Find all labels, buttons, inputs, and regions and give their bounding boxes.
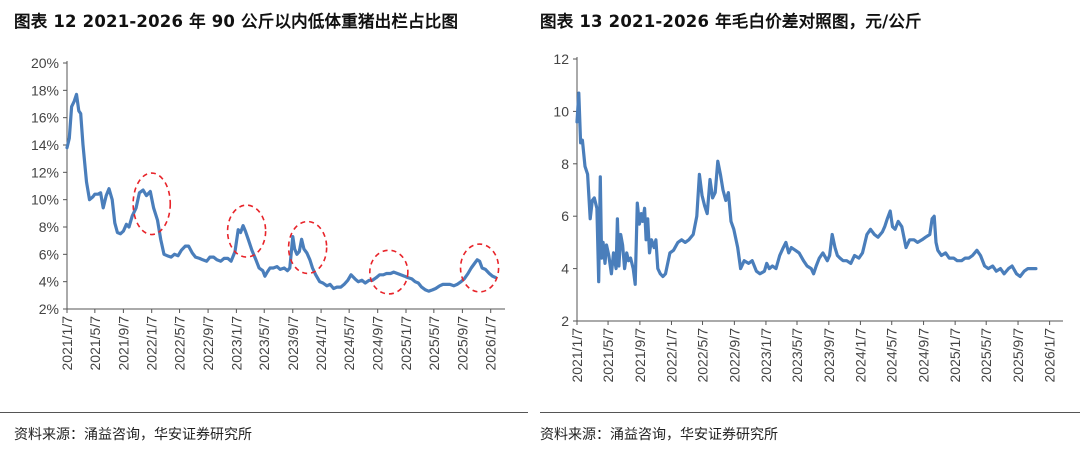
- x-tick-label-right: 2024/5/7: [884, 328, 900, 383]
- y-tick-label-right: 4: [561, 261, 569, 277]
- series-line-left: [65, 92, 498, 293]
- source-note-right: 资料来源：涌益咨询，华安证券研究所: [540, 427, 778, 443]
- x-tick-label-right: 2021/1/7: [569, 328, 585, 383]
- x-tick-label-right: 2022/9/7: [726, 328, 742, 383]
- y-tick-label-left: 16%: [31, 110, 59, 126]
- y-tick-label-right: 6: [561, 208, 569, 224]
- source-divider-right: [540, 412, 1080, 413]
- highlight-circle: [132, 172, 172, 236]
- highlight-circle: [287, 220, 328, 275]
- y-tick-label-left: 4%: [39, 274, 59, 290]
- y-tick-label-right: 10: [553, 103, 569, 119]
- x-tick-label-right: 2025/5/7: [978, 328, 994, 383]
- chart-panel-left: 图表 12 2021-2026 年 90 公斤以内低体重猪出栏占比图 资料来源：…: [14, 12, 459, 443]
- chart-panel-right: 图表 13 2021-2026 年毛白价差对照图，元/公斤 资料来源：涌益咨询，…: [540, 0, 1080, 451]
- x-tick-label-left: 2022/1/7: [144, 316, 160, 371]
- x-tick-label-right: 2024/9/7: [916, 328, 932, 383]
- x-tick-label-right: 2021/9/7: [632, 328, 648, 383]
- y-tick-label-left: 2%: [39, 301, 59, 317]
- y-tick-label-left: 20%: [31, 55, 59, 71]
- x-tick-label-right: 2021/5/7: [600, 328, 616, 383]
- x-tick-label-left: 2024/5/7: [341, 316, 357, 371]
- y-tick-label-right: 2: [561, 313, 569, 329]
- source-note-left: 资料来源：涌益咨询，华安证券研究所: [14, 427, 252, 443]
- y-tick-label-right: 8: [561, 156, 569, 172]
- chart-title-left: 图表 12 2021-2026 年 90 公斤以内低体重猪出栏占比图: [14, 12, 459, 31]
- x-tick-label-right: 2024/1/7: [852, 328, 868, 383]
- x-tick-label-right: 2025/1/7: [947, 328, 963, 383]
- x-tick-label-right: 2023/5/7: [789, 328, 805, 383]
- x-tick-label-left: 2023/9/7: [285, 316, 301, 371]
- x-tick-label-left: 2024/1/7: [313, 316, 329, 371]
- x-tick-label-left: 2023/5/7: [256, 316, 272, 371]
- source-divider-left: [0, 412, 528, 413]
- y-tick-label-left: 14%: [31, 137, 59, 153]
- x-tick-label-left: 2022/9/7: [200, 316, 216, 371]
- x-tick-label-left: 2021/9/7: [115, 316, 131, 371]
- x-tick-label-left: 2021/1/7: [59, 316, 75, 371]
- x-tick-label-left: 2026/1/7: [483, 316, 499, 371]
- y-tick-label-left: 12%: [31, 164, 59, 180]
- series-line-right: [575, 91, 1038, 286]
- x-tick-label-left: 2025/1/7: [398, 316, 414, 371]
- x-tick-label-right: 2022/1/7: [663, 328, 679, 383]
- x-tick-label-left: 2025/5/7: [426, 316, 442, 371]
- y-tick-label-left: 18%: [31, 82, 59, 98]
- y-tick-label-left: 10%: [31, 192, 59, 208]
- x-tick-label-left: 2023/1/7: [228, 316, 244, 371]
- x-tick-label-right: 2025/9/7: [1010, 328, 1026, 383]
- x-tick-label-left: 2022/5/7: [172, 316, 188, 371]
- chart-title-right: 图表 13 2021-2026 年毛白价差对照图，元/公斤: [540, 12, 922, 31]
- x-tick-label-left: 2021/5/7: [87, 316, 103, 371]
- x-tick-label-right: 2023/1/7: [758, 328, 774, 383]
- y-tick-label-left: 8%: [39, 219, 59, 235]
- highlight-circle: [369, 249, 409, 295]
- x-tick-label-right: 2023/9/7: [821, 328, 837, 383]
- y-tick-label-left: 6%: [39, 246, 59, 262]
- highlight-circle: [459, 243, 500, 293]
- highlight-circle: [226, 204, 267, 258]
- x-tick-label-left: 2024/9/7: [370, 316, 386, 371]
- x-tick-label-left: 2025/9/7: [454, 316, 470, 371]
- y-tick-label-right: 12: [553, 51, 569, 67]
- x-tick-label-right: 2026/1/7: [1042, 328, 1058, 383]
- x-tick-label-right: 2022/5/7: [695, 328, 711, 383]
